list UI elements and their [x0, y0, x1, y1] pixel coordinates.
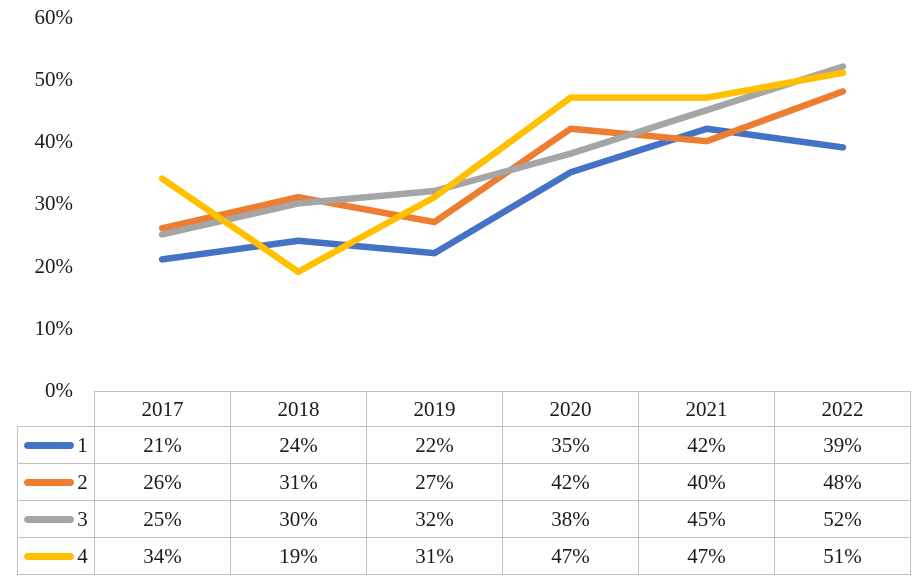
year-header: 2022 — [774, 391, 911, 427]
value-cell: 24% — [230, 426, 367, 464]
year-header: 2018 — [230, 391, 367, 427]
value-cell: 25% — [94, 500, 231, 538]
line-series-2 — [158, 88, 847, 232]
value-cell: 19% — [230, 537, 367, 575]
legend-series-label: 3 — [77, 506, 88, 531]
table-row-series-1: 1 21% 24% 22% 35% 42% 39% — [17, 426, 911, 464]
value-cell: 30% — [230, 500, 367, 538]
value-cell: 42% — [638, 426, 775, 464]
year-header: 2020 — [502, 391, 639, 427]
value-cell: 35% — [502, 426, 639, 464]
y-axis-tick-label: 40% — [34, 129, 74, 154]
legend-line-swatch — [24, 552, 75, 560]
chart-plot-area — [158, 63, 847, 276]
y-axis-tick-label: 50% — [34, 67, 74, 91]
table-row-series-2: 2 26% 31% 27% 42% 40% 48% — [17, 463, 911, 501]
value-cell: 38% — [502, 500, 639, 538]
table-row-series-4: 4 34% 19% 31% 47% 47% 51% — [17, 537, 911, 575]
value-cell: 31% — [230, 463, 367, 501]
value-cell: 52% — [774, 500, 911, 538]
value-cell: 22% — [366, 426, 503, 464]
legend-line-swatch — [24, 515, 75, 523]
value-cell: 45% — [638, 500, 775, 538]
legend-line-swatch — [24, 478, 75, 486]
value-cell: 47% — [638, 537, 775, 575]
value-cell: 51% — [774, 537, 911, 575]
value-cell: 47% — [502, 537, 639, 575]
legend-cell: 2 — [17, 463, 95, 501]
legend-series-label: 2 — [77, 469, 88, 494]
y-axis-tick-label: 10% — [34, 315, 74, 340]
data-table: 2017 2018 2019 2020 2021 2022 1 21% 24% 22% 35% 42… — [17, 391, 911, 575]
legend-cell: 4 — [17, 537, 95, 575]
y-axis-tick-label: 20% — [34, 253, 74, 278]
legend-series-label: 1 — [77, 432, 88, 457]
y-axis-tick-label: 60% — [34, 4, 74, 29]
year-header: 2019 — [366, 391, 503, 427]
line-series-4 — [158, 69, 847, 276]
y-axis-tick-label: 30% — [34, 191, 74, 216]
year-header: 2017 — [94, 391, 231, 427]
legend-cell: 3 — [17, 500, 95, 538]
data-table-header-row: 2017 2018 2019 2020 2021 2022 — [18, 391, 911, 427]
value-cell: 26% — [94, 463, 231, 501]
value-cell: 42% — [502, 463, 639, 501]
legend-line-swatch — [24, 441, 75, 449]
table-row-series-3: 3 25% 30% 32% 38% 45% 52% — [17, 500, 911, 538]
legend-cell: 1 — [17, 426, 95, 464]
line-series-3 — [158, 63, 847, 238]
value-cell: 31% — [366, 537, 503, 575]
year-header: 2021 — [638, 391, 775, 427]
legend-series-label: 4 — [77, 543, 88, 568]
value-cell: 21% — [94, 426, 231, 464]
value-cell: 39% — [774, 426, 911, 464]
value-cell: 27% — [366, 463, 503, 501]
value-cell: 40% — [638, 463, 775, 501]
value-cell: 34% — [94, 537, 231, 575]
value-cell: 32% — [366, 500, 503, 538]
data-table-corner-cell — [18, 392, 95, 427]
y-axis-tick-label: 0% — [45, 378, 73, 402]
value-cell: 48% — [774, 463, 911, 501]
